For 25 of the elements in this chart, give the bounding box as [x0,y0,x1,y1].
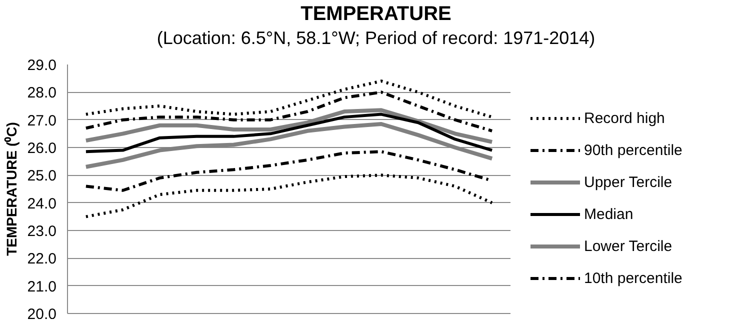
legend-label: Lower Tercile [584,238,672,254]
line-series [84,112,494,154]
y-tick-label: 28.0 [27,84,57,102]
line-series [84,80,494,119]
legend-label: 90th percentile [584,142,682,158]
chart-subtitle: (Location: 6.5°N, 58.1°W; Period of record: 1971-2014) [156,27,596,50]
line-series [84,108,494,144]
line-series [84,122,494,169]
legend-label: Upper Tercile [584,174,672,190]
y-tick-label: 27.0 [27,112,57,130]
legend-label: Record high [584,110,665,126]
y-tick-label: 29.0 [27,57,57,74]
legend-label: Median [584,206,634,222]
y-tick-label: 26.0 [27,140,57,157]
y-tick-label: 22.0 [27,250,57,268]
y-tick-label: 20.0 [27,306,57,321]
y-tick-label: 23.0 [27,223,57,240]
legend-label: 10th percentile [584,270,682,286]
y-tick-label: 24.0 [27,195,57,212]
y-tick-label: 21.0 [27,278,57,296]
y-tick-label: 25.0 [27,168,57,185]
y-axis-title: TEMPERATURE (⁰C) [3,122,20,256]
line-series [84,90,494,132]
line-series [84,174,494,218]
chart-title: TEMPERATURE [300,2,452,27]
